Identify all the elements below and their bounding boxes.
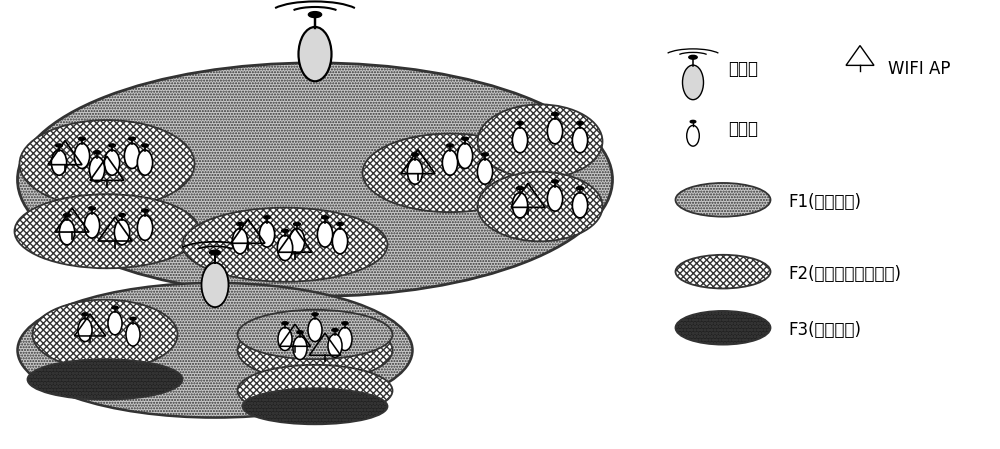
Circle shape: [308, 12, 322, 18]
Circle shape: [264, 216, 270, 219]
Circle shape: [79, 137, 85, 140]
Circle shape: [322, 216, 328, 219]
Circle shape: [342, 322, 348, 325]
Circle shape: [552, 180, 558, 183]
Ellipse shape: [547, 119, 563, 144]
Circle shape: [517, 187, 523, 189]
Ellipse shape: [687, 125, 699, 146]
Ellipse shape: [278, 327, 292, 351]
Circle shape: [690, 120, 696, 123]
Circle shape: [412, 153, 418, 156]
Ellipse shape: [457, 143, 473, 168]
Ellipse shape: [676, 311, 771, 345]
Ellipse shape: [478, 172, 602, 242]
Ellipse shape: [182, 207, 388, 282]
Circle shape: [130, 317, 136, 320]
Circle shape: [56, 144, 62, 147]
Text: 小小区: 小小区: [728, 120, 758, 138]
Circle shape: [282, 229, 288, 232]
Ellipse shape: [676, 255, 771, 289]
Ellipse shape: [512, 128, 528, 153]
Ellipse shape: [683, 65, 704, 100]
Circle shape: [64, 214, 70, 216]
Circle shape: [119, 214, 125, 216]
Ellipse shape: [78, 318, 92, 342]
Ellipse shape: [407, 159, 423, 184]
Ellipse shape: [89, 157, 105, 182]
Circle shape: [129, 137, 135, 140]
Ellipse shape: [238, 320, 392, 381]
Ellipse shape: [202, 263, 228, 307]
Ellipse shape: [317, 222, 333, 247]
Ellipse shape: [442, 150, 458, 175]
Circle shape: [689, 55, 697, 59]
Circle shape: [82, 313, 88, 316]
Ellipse shape: [572, 193, 588, 218]
Ellipse shape: [238, 365, 392, 417]
Circle shape: [112, 306, 118, 309]
Text: 宏小区: 宏小区: [728, 60, 758, 78]
Ellipse shape: [14, 194, 200, 269]
Ellipse shape: [137, 150, 153, 175]
Ellipse shape: [238, 310, 392, 359]
Circle shape: [89, 207, 95, 210]
Ellipse shape: [18, 283, 413, 418]
Circle shape: [142, 144, 148, 147]
Circle shape: [517, 122, 523, 124]
Ellipse shape: [32, 300, 178, 369]
Ellipse shape: [124, 143, 140, 168]
Ellipse shape: [512, 193, 528, 218]
Circle shape: [312, 313, 318, 316]
Text: F3(授权频段): F3(授权频段): [788, 321, 861, 339]
Ellipse shape: [328, 334, 342, 357]
Ellipse shape: [232, 229, 248, 254]
Ellipse shape: [362, 134, 538, 212]
Circle shape: [237, 223, 243, 225]
Circle shape: [210, 250, 220, 255]
Ellipse shape: [289, 229, 305, 254]
Circle shape: [482, 153, 488, 156]
Text: WIFI AP: WIFI AP: [888, 60, 950, 78]
Circle shape: [282, 322, 288, 325]
Ellipse shape: [676, 183, 771, 217]
Ellipse shape: [338, 327, 352, 351]
Ellipse shape: [478, 105, 602, 179]
Ellipse shape: [114, 220, 130, 245]
Circle shape: [577, 122, 583, 124]
Circle shape: [294, 223, 300, 225]
Circle shape: [109, 144, 115, 147]
Ellipse shape: [59, 220, 75, 245]
Circle shape: [552, 113, 558, 115]
Ellipse shape: [277, 235, 293, 260]
Ellipse shape: [74, 143, 90, 168]
Ellipse shape: [126, 323, 140, 346]
Ellipse shape: [293, 336, 307, 360]
Ellipse shape: [298, 27, 332, 81]
Ellipse shape: [20, 120, 194, 207]
Ellipse shape: [108, 312, 122, 335]
Ellipse shape: [18, 63, 612, 296]
Ellipse shape: [477, 159, 493, 184]
Ellipse shape: [28, 359, 182, 400]
Ellipse shape: [51, 150, 67, 175]
Ellipse shape: [84, 213, 100, 238]
Circle shape: [142, 209, 148, 212]
Circle shape: [447, 144, 453, 147]
Ellipse shape: [308, 318, 322, 342]
Circle shape: [297, 331, 303, 334]
Ellipse shape: [332, 229, 348, 254]
Ellipse shape: [104, 150, 120, 175]
Circle shape: [462, 137, 468, 140]
Circle shape: [94, 151, 100, 154]
Ellipse shape: [572, 128, 588, 153]
Circle shape: [337, 223, 343, 225]
Text: F1(授权频段): F1(授权频段): [788, 193, 861, 211]
Circle shape: [332, 329, 338, 331]
Ellipse shape: [242, 388, 388, 424]
Ellipse shape: [259, 222, 275, 247]
Text: F2(授权或非授权频段): F2(授权或非授权频段): [788, 265, 901, 283]
Circle shape: [577, 187, 583, 189]
Ellipse shape: [137, 215, 153, 240]
Ellipse shape: [547, 186, 563, 211]
